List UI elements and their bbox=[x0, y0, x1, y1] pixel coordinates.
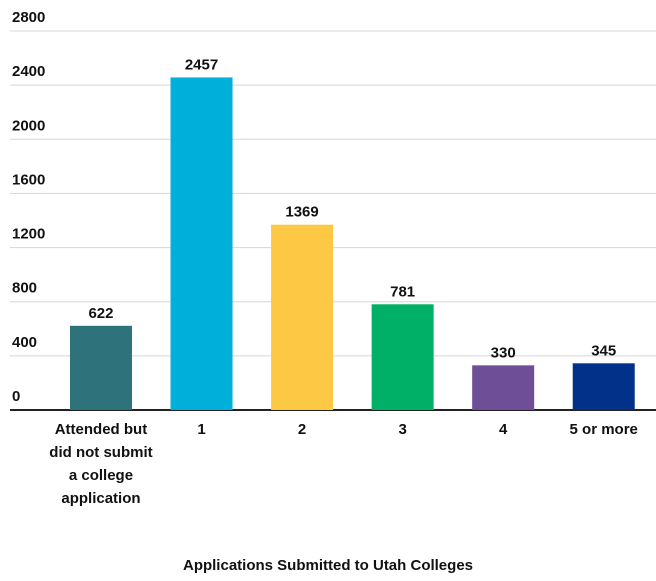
value-label: 622 bbox=[88, 305, 113, 322]
bar bbox=[572, 363, 635, 410]
value-label: 330 bbox=[491, 344, 516, 361]
value-label: 2457 bbox=[185, 56, 218, 73]
bar bbox=[472, 365, 535, 410]
value-label: 781 bbox=[390, 283, 415, 300]
x-axis-title: Applications Submitted to Utah Colleges bbox=[182, 557, 474, 574]
y-tick-label: 0 bbox=[12, 388, 20, 405]
x-tick-label: 4 bbox=[499, 421, 508, 438]
x-tick-label: 1 bbox=[197, 421, 206, 438]
bar bbox=[69, 325, 132, 410]
bar bbox=[170, 77, 233, 411]
value-label: 1369 bbox=[285, 204, 318, 221]
x-tick-label: Attended but did not submit a college ap… bbox=[49, 421, 153, 507]
x-tick-label: 5 or more bbox=[569, 421, 638, 438]
y-tick-label: 2000 bbox=[12, 117, 45, 134]
y-tick-label: 800 bbox=[12, 280, 37, 297]
bar bbox=[271, 224, 334, 410]
y-tick-label: 2800 bbox=[12, 9, 45, 26]
y-tick-label: 1200 bbox=[12, 226, 45, 243]
x-tick-label: 3 bbox=[398, 421, 407, 438]
y-tick-label: 1600 bbox=[12, 171, 45, 188]
y-tick-label: 2400 bbox=[12, 63, 45, 80]
bar bbox=[371, 304, 434, 410]
y-tick-label: 400 bbox=[12, 334, 37, 351]
x-tick-label: 2 bbox=[297, 421, 307, 438]
value-label: 345 bbox=[591, 342, 616, 359]
